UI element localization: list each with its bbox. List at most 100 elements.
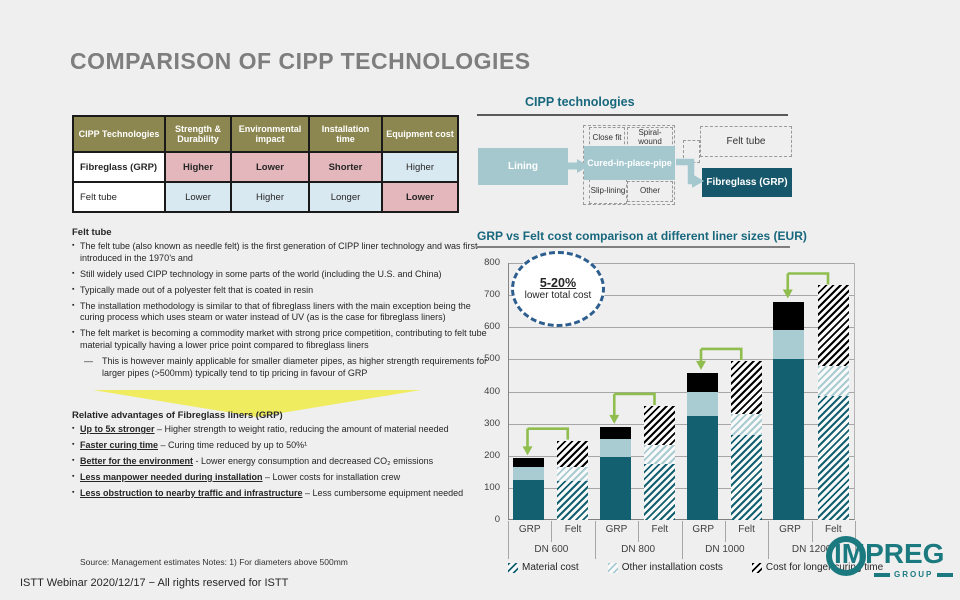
gridline bbox=[509, 327, 854, 329]
column-header: CIPP Technologies bbox=[72, 115, 166, 153]
section-heading: Relative advantages of Fibreglass liners… bbox=[72, 410, 283, 421]
footer-copyright: ISTT Webinar 2020/12/17 − All rights res… bbox=[20, 577, 289, 589]
bar-label: Felt bbox=[651, 524, 669, 535]
section-heading: Felt tube bbox=[72, 227, 112, 238]
bar-segment-grp bbox=[599, 457, 631, 520]
chart-plot-area bbox=[508, 263, 855, 520]
bullet-item: Typically made out of a polyester felt t… bbox=[72, 285, 488, 297]
y-tick-label: 700 bbox=[484, 289, 500, 301]
gridline bbox=[509, 487, 854, 489]
group-label: DN 800 bbox=[621, 544, 656, 555]
y-tick-label: 0 bbox=[494, 514, 500, 525]
chart-legend: Material cost Other installation costs C… bbox=[508, 562, 883, 573]
logo-subtitle: GROUP bbox=[874, 570, 954, 579]
y-axis-labels: 0 100 200 300 400 500 600 700 800 bbox=[468, 257, 504, 525]
diagram-box-lining: Lining bbox=[478, 148, 568, 185]
legend-item: Other installation costs bbox=[607, 562, 723, 573]
bullet-rest: – Curing time reduced by up to 50%¹ bbox=[158, 439, 308, 450]
bullet-lead: Less manpower needed during installation bbox=[80, 471, 263, 482]
bullet-lead: Less obstruction to nearby traffic and i… bbox=[80, 487, 303, 498]
diagram-box-other: Other bbox=[627, 181, 673, 202]
bar-label: Felt bbox=[738, 524, 755, 535]
bar-segment-felt bbox=[644, 463, 675, 520]
axis-tick bbox=[811, 521, 813, 542]
table-cell: Lower bbox=[164, 181, 232, 213]
group-label: DN 1000 bbox=[705, 544, 745, 555]
legend-swatch-material-cost-icon bbox=[508, 562, 518, 573]
bar-label: GRP bbox=[605, 524, 628, 535]
y-tick-label: 600 bbox=[484, 321, 500, 333]
diagram-dashed-fragment bbox=[683, 140, 700, 163]
logo-wordmark: IMPREG bbox=[834, 538, 945, 569]
bar-segment-felt bbox=[817, 365, 849, 397]
bar-label: GRP bbox=[779, 524, 801, 535]
column-header: Installation time bbox=[308, 115, 383, 153]
legend-item: Material cost bbox=[508, 562, 579, 573]
advantages-section: Relative advantages of Fibreglass liners… bbox=[72, 410, 488, 503]
bar-segment-felt bbox=[730, 434, 762, 520]
axis-tick bbox=[594, 521, 596, 559]
group-label: DN 1200 bbox=[791, 544, 832, 555]
legend-swatch-curing-time-icon bbox=[751, 562, 762, 573]
chart-title-underline bbox=[477, 246, 790, 248]
bar-segment-felt bbox=[557, 440, 589, 467]
bar-segment-grp bbox=[773, 330, 805, 360]
diagram-box-felt-tube: Felt tube bbox=[700, 126, 792, 157]
y-tick-label: 500 bbox=[484, 353, 500, 365]
bullet-item: Still widely used CIPP technology in som… bbox=[72, 269, 488, 281]
bar-segment-grp bbox=[773, 301, 805, 331]
legend-label: Cost for longer curing time bbox=[765, 562, 884, 573]
bar-label: Felt bbox=[564, 524, 582, 535]
bullet-item: Up to 5x stronger – Higher strength to w… bbox=[72, 424, 488, 436]
bar-segment-grp bbox=[599, 426, 631, 440]
row-label: Felt tube bbox=[72, 181, 166, 213]
bullet-rest: – Lower costs for installation crew bbox=[262, 471, 401, 482]
gridline bbox=[509, 455, 854, 457]
bar-segment-felt bbox=[557, 481, 589, 520]
diagram-box-cured-in-place-pipe: Cured-in-place-pipe bbox=[584, 146, 675, 180]
table-cell: Higher bbox=[230, 181, 310, 213]
table-cell: Lower bbox=[381, 181, 459, 213]
bullet-lead: Up to 5x stronger bbox=[80, 424, 155, 434]
bar-segment-felt bbox=[557, 466, 589, 482]
table-cell: Higher bbox=[164, 151, 232, 183]
y-tick-label: 100 bbox=[484, 481, 500, 493]
legend-item: Cost for longer curing time bbox=[751, 562, 884, 573]
bar-segment-felt bbox=[817, 285, 849, 366]
impreg-group-logo: IMPREG GROUP bbox=[824, 532, 958, 588]
bullet-item: The felt market is becoming a commodity … bbox=[72, 328, 488, 352]
callout-text: lower total cost bbox=[524, 290, 592, 302]
logo-ring-icon bbox=[826, 536, 866, 576]
bar-segment-grp bbox=[686, 372, 718, 393]
bullet-item: Better for the environment - Lower energ… bbox=[72, 456, 488, 468]
y-tick-label: 800 bbox=[484, 257, 500, 268]
sub-bullet-item: This is however mainly applicable for sm… bbox=[72, 356, 488, 380]
bar-segment-felt bbox=[817, 396, 849, 520]
callout-headline: 5-20% bbox=[539, 276, 577, 291]
diagram-title: CIPP technologies bbox=[525, 95, 635, 109]
axis-tick bbox=[508, 521, 509, 559]
bar-segment-felt bbox=[644, 444, 675, 464]
gridline bbox=[509, 295, 854, 297]
y-tick-label: 300 bbox=[484, 417, 500, 429]
logo-bar bbox=[874, 572, 890, 577]
table-row: Fibreglass (GRP) Higher Lower Shorter Hi… bbox=[72, 151, 459, 183]
bar-segment-felt bbox=[730, 360, 762, 414]
axis-tick bbox=[551, 521, 553, 542]
x-axis-bar-labels: GRP Felt GRP Felt GRP Felt GRP Felt bbox=[508, 521, 856, 559]
source-note: Source: Management estimates Notes: 1) F… bbox=[80, 557, 348, 567]
bar-segment-felt bbox=[730, 413, 762, 435]
row-label: Fibreglass (GRP) bbox=[72, 151, 166, 183]
legend-label: Material cost bbox=[522, 562, 579, 573]
bar-label: Felt bbox=[824, 524, 842, 535]
cost-saving-callout: 5-20% lower total cost bbox=[511, 251, 605, 327]
bar-segment-grp bbox=[773, 359, 805, 520]
bullet-item: The installation methodology is similar … bbox=[72, 301, 488, 325]
table-row: Felt tube Lower Higher Longer Lower bbox=[72, 181, 459, 213]
gridline bbox=[509, 263, 854, 264]
table-header-row: CIPP Technologies Strength & Durability … bbox=[72, 115, 459, 153]
axis-tick bbox=[638, 521, 640, 542]
bar-segment-grp bbox=[513, 479, 545, 520]
bar-segment-felt bbox=[644, 405, 675, 445]
column-header: Strength & Durability bbox=[164, 115, 232, 153]
